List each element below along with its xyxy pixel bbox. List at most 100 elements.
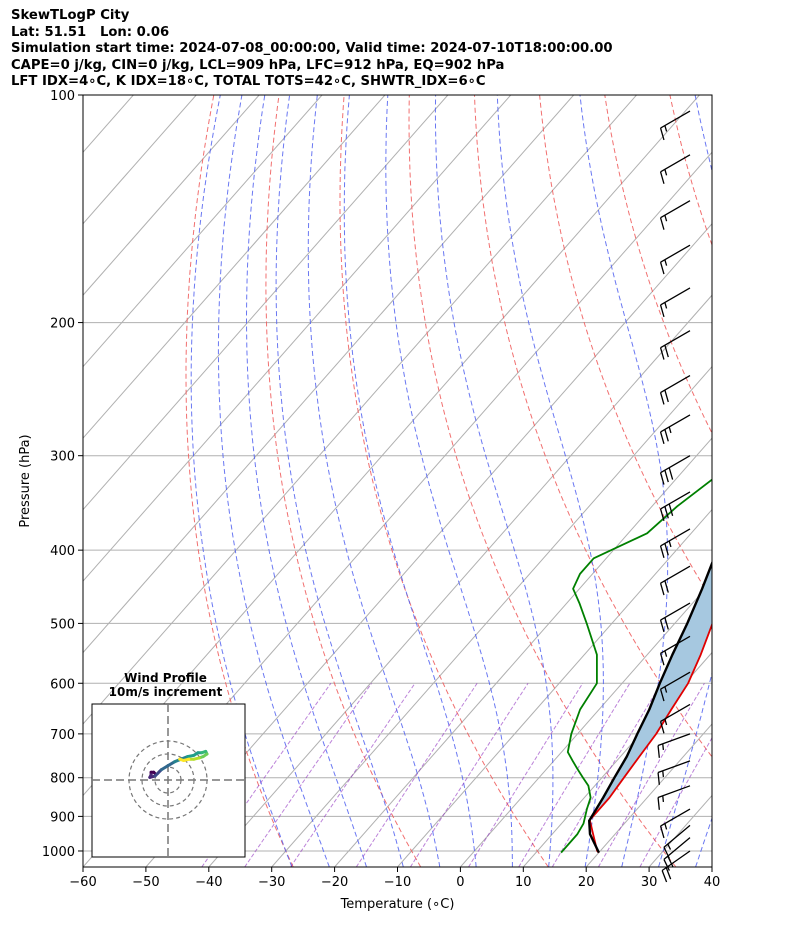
- wind-barb-flag: [659, 545, 665, 559]
- wind-barb: [659, 200, 691, 230]
- wind-barb-shaft: [660, 414, 691, 433]
- wind-barb: [659, 808, 691, 839]
- wind-barb-shaft: [660, 565, 691, 584]
- moist-adiabat: [496, 95, 604, 867]
- isotherm-gridline: [334, 437, 712, 867]
- plot-area: [83, 95, 712, 867]
- y-tick-label: 1000: [42, 845, 75, 860]
- isotherm-gridline: [585, 723, 712, 867]
- wind-barb-half-flag: [664, 215, 668, 222]
- wind-barb-flag: [659, 653, 665, 666]
- wind-barb: [659, 528, 691, 559]
- wind-barb-flag: [659, 619, 665, 633]
- moist-adiabat: [343, 95, 477, 867]
- y-tick-label: 900: [50, 810, 75, 825]
- chart-header: SkewTLogP City Lat: 51.51 Lon: 0.06 Simula…: [11, 8, 613, 91]
- y-tick-label: 500: [50, 617, 75, 632]
- x-axis-label: Temperature (∘C): [340, 897, 455, 912]
- x-tick-label: 20: [578, 875, 595, 890]
- wind-barb-flag: [659, 347, 665, 360]
- wind-barb-shaft: [660, 287, 691, 306]
- wind-barb: [659, 565, 691, 596]
- x-tick-label: 30: [641, 875, 658, 890]
- temperature-line: [588, 622, 712, 854]
- mixing-ratio-line: [639, 736, 712, 867]
- wind-barb-half-flag: [664, 302, 668, 309]
- x-tick-label: 10: [515, 875, 532, 890]
- hodograph-subtitle: 10m/s increment: [109, 685, 223, 699]
- y-tick-label: 100: [50, 89, 75, 104]
- isotherm-gridline: [83, 95, 386, 439]
- y-axis-label: Pressure (hPa): [18, 434, 33, 527]
- wind-barb-flag: [664, 506, 669, 519]
- wind-barb-half-flag: [668, 540, 672, 548]
- wind-barb: [659, 154, 691, 184]
- wind-barb: [659, 414, 691, 445]
- wind-barb-half-flag: [664, 650, 668, 657]
- wind-barb: [659, 330, 691, 360]
- isotherm-gridline: [83, 95, 323, 368]
- wind-barb-flag: [665, 867, 672, 880]
- wind-barb-flag: [659, 582, 665, 596]
- wind-barb-flag: [659, 688, 665, 702]
- wind-barb-half-flag: [667, 843, 672, 850]
- y-tick-label: 400: [50, 544, 75, 559]
- isotherm-gridline: [711, 866, 712, 867]
- mixing-ratio-line: [597, 683, 705, 867]
- wind-barb-shaft: [660, 671, 691, 690]
- dewpoint-line: [560, 478, 712, 854]
- wind-barb-flag: [659, 472, 665, 485]
- mixing-ratio-line: [468, 683, 584, 867]
- wind-barb-flag: [659, 508, 665, 521]
- wind-barb-half-flag: [664, 718, 668, 726]
- wind-barb-flag: [659, 304, 665, 318]
- wind-barb: [657, 733, 691, 758]
- wind-barb-flag: [659, 127, 665, 141]
- wind-barb: [659, 455, 691, 485]
- wind-barb-shaft: [660, 154, 691, 173]
- wind-barb-shaft: [660, 491, 691, 510]
- x-tick-label: 0: [456, 875, 464, 890]
- isotherm-gridline: [648, 794, 712, 867]
- x-tick-label: −20: [321, 875, 348, 890]
- station-title: SkewTLogP City: [11, 8, 130, 23]
- wind-barb-flag: [664, 617, 669, 630]
- x-tick-label: −10: [384, 875, 411, 890]
- wind-barb-shaft: [660, 635, 691, 654]
- wind-barb-shaft: [657, 760, 691, 774]
- wind-barb-shaft: [660, 528, 691, 547]
- stability-indices: LFT IDX=4∘C, K IDX=18∘C, TOTAL TOTS=42∘C…: [11, 74, 486, 89]
- mixing-ratio-line: [551, 683, 662, 867]
- mixing-ratio-line: [355, 683, 478, 867]
- wind-barb-shaft: [657, 733, 691, 747]
- wind-barb-flag: [664, 580, 669, 593]
- wind-barb-half-flag: [668, 426, 672, 434]
- wind-barb-flag: [659, 431, 665, 445]
- x-tick-label: −30: [258, 875, 285, 890]
- isotherm-gridline: [83, 95, 512, 582]
- isotherm-gridline: [83, 95, 575, 654]
- isotherm-gridline: [83, 95, 260, 296]
- hodograph-trace: [178, 757, 186, 762]
- y-tick-label: 300: [50, 450, 75, 465]
- y-tick-label: 700: [50, 728, 75, 743]
- wind-barb-flag: [657, 797, 660, 810]
- wind-barb: [661, 850, 691, 883]
- wind-barb-shaft: [660, 244, 691, 263]
- wind-barb: [659, 703, 691, 734]
- wind-barb-flag: [663, 846, 670, 859]
- wind-barb-flag: [668, 467, 674, 480]
- isotherm-gridline: [271, 365, 712, 867]
- y-tick-label: 600: [50, 677, 75, 692]
- wind-barb-flag: [668, 503, 674, 516]
- wind-barb: [659, 110, 691, 141]
- wind-barb-shaft: [663, 824, 691, 848]
- x-tick-label: −50: [132, 875, 159, 890]
- dry-adiabat: [539, 95, 712, 601]
- wind-barb: [659, 491, 691, 521]
- instability-params: CAPE=0 j/kg, CIN=0 j/kg, LCL=909 hPa, LF…: [11, 57, 505, 73]
- isotherm-gridline: [460, 580, 712, 867]
- wind-barb-flag: [659, 171, 665, 184]
- wind-barb-flag: [664, 470, 669, 483]
